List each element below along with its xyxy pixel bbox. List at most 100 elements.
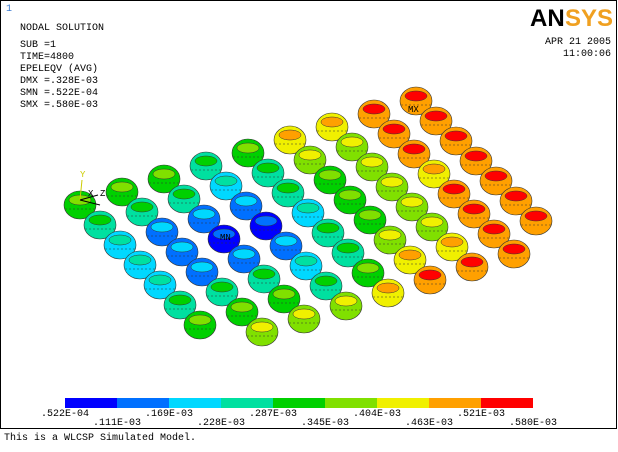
ball-top [503,244,525,254]
legend-swatch [481,398,533,408]
min-marker: MN [220,233,231,243]
ball-top [505,191,527,201]
ball-top [189,315,211,325]
ball-top [441,237,463,247]
legend-label: .404E-03 [353,409,401,420]
ball-top [319,170,341,180]
ball-top [381,177,403,187]
ball-top [171,242,193,252]
ball-top [359,210,381,220]
ball-top [195,156,217,166]
ball-top [419,270,441,280]
solder-ball [456,253,488,281]
ball-top [233,249,255,259]
legend-swatch [273,398,325,408]
ball-top [273,289,295,299]
ball-top [405,91,427,101]
legend-swatch [169,398,221,408]
ball-top [151,222,173,232]
ball-top [153,169,175,179]
ball-top [169,295,191,305]
legend-label: .345E-03 [301,418,349,429]
solder-ball [498,240,530,268]
ball-top [111,182,133,192]
ball-top [383,124,405,134]
legend-label: .521E-03 [457,409,505,420]
ball-top [299,150,321,160]
ball-top [403,144,425,154]
ball-top [361,157,383,167]
legend-label: .463E-03 [405,418,453,429]
ball-top [109,235,131,245]
date: APR 21 2005 [545,37,611,48]
axis-y: Y [80,170,86,180]
legend-label: .228E-03 [197,418,245,429]
legend-swatch [221,398,273,408]
ball-top [525,211,547,221]
header-line: EPELEQV (AVG) [20,63,98,75]
ball-top [337,243,359,253]
ball-top [211,282,233,292]
ball-top [255,216,277,226]
ball-top [277,183,299,193]
axis-x: X [88,189,94,199]
solder-ball [414,266,446,294]
legend-label: .287E-03 [249,409,297,420]
footer-text: This is a WLCSP Simulated Model. [4,432,196,444]
ball-top [317,223,339,233]
ball-top [257,163,279,173]
time: 11:00:06 [563,49,611,60]
ball-top [483,224,505,234]
legend-swatch [65,398,117,408]
ball-top [379,230,401,240]
legend-label: .169E-03 [145,409,193,420]
ball-top [131,202,153,212]
ball-top [321,117,343,127]
solder-ball [184,311,216,339]
solder-ball [288,305,320,333]
ball-top [363,104,385,114]
ball-top [253,269,275,279]
ball-top [235,196,257,206]
ball-top [463,204,485,214]
ball-top [357,263,379,273]
header-line: TIME=4800 [20,52,74,63]
legend-label: .111E-03 [93,418,141,429]
ball-top [215,176,237,186]
solder-ball [520,207,552,235]
ball-top [89,215,111,225]
ball-top [149,275,171,285]
solder-ball [246,318,278,346]
header-line: SMX =.580E-03 [20,100,98,111]
ball-top [465,151,487,161]
ball-top [295,256,317,266]
ball-top [237,143,259,153]
ball-top [339,190,361,200]
legend-swatch [325,398,377,408]
ball-top [297,203,319,213]
ball-top [129,255,151,265]
legend-label: .522E-04 [41,409,89,420]
ball-top [461,257,483,267]
ball-top [251,322,273,332]
logo-sys: SYS [565,5,613,32]
legend-swatch [117,398,169,408]
legend-swatch [377,398,429,408]
header-line: NODAL SOLUTION [20,23,104,34]
ball-top [275,236,297,246]
ball-top [279,130,301,140]
ball-top [425,111,447,121]
window-number: 1 [6,4,12,15]
header-line: SMN =.522E-04 [20,88,98,99]
ball-top [315,276,337,286]
ansys-window: 1 NODAL SOLUTIONSUB =1TIME=4800EPELEQV (… [0,0,618,447]
ball-top [335,296,357,306]
legend-swatch [429,398,481,408]
ball-top [443,184,465,194]
ball-top [399,250,421,260]
ball-top [293,309,315,319]
solder-ball [372,279,404,307]
ball-top [193,209,215,219]
max-marker: MX [408,105,419,115]
ball-top [423,164,445,174]
